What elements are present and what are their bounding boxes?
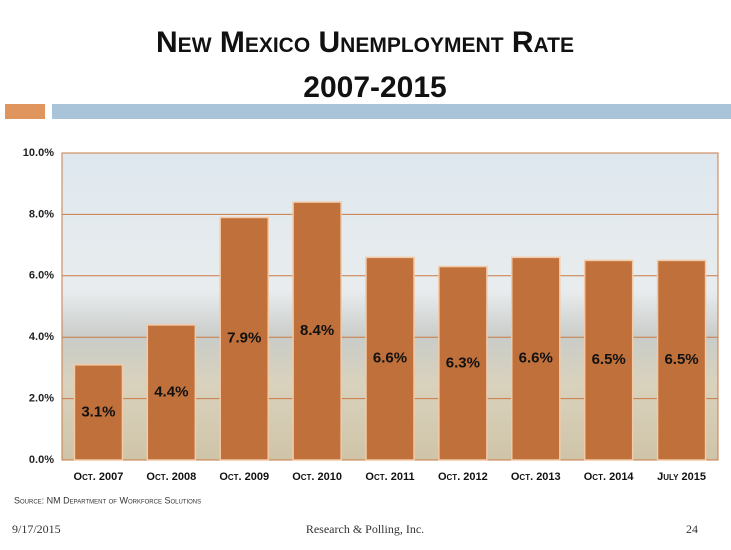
bar — [583, 259, 634, 461]
data-label: 8.4% — [300, 322, 334, 339]
x-tick-label: Oct. 2009 — [219, 471, 269, 483]
x-tick-label: July 2015 — [657, 471, 706, 483]
bar — [438, 265, 488, 461]
footer-page: 24 — [686, 522, 698, 536]
accent-bar — [5, 104, 45, 119]
x-tick-label: Oct. 2011 — [365, 471, 414, 483]
chart-subtitle: 2007-2015 — [303, 71, 446, 104]
bar — [219, 216, 269, 461]
data-label: 6.6% — [373, 350, 407, 367]
accent-bar — [52, 104, 731, 119]
data-label: 6.5% — [664, 351, 698, 368]
x-tick-label: Oct. 2010 — [292, 471, 342, 483]
y-tick-label: 6.0% — [29, 270, 54, 282]
x-tick-label: Oct. 2012 — [438, 471, 488, 483]
source-note: Source: NM Department of Workforce Solut… — [14, 495, 201, 505]
data-label: 7.9% — [227, 330, 261, 347]
footer-organization: Research & Polling, Inc. — [306, 522, 424, 536]
x-tick-label: Oct. 2014 — [584, 471, 635, 483]
y-tick-label: 2.0% — [29, 393, 54, 405]
bar — [511, 256, 561, 461]
chart-title: New Mexico Unemployment Rate — [156, 26, 574, 59]
data-label: 6.5% — [592, 351, 626, 368]
bar — [656, 259, 707, 461]
y-tick-label: 10.0% — [23, 147, 54, 159]
data-label: 3.1% — [81, 403, 115, 420]
y-tick-label: 4.0% — [29, 331, 54, 343]
x-tick-label: Oct. 2008 — [146, 471, 196, 483]
bar — [73, 364, 124, 461]
bar — [146, 324, 197, 461]
bar — [365, 256, 415, 461]
y-tick-label: 8.0% — [29, 208, 54, 220]
data-label: 6.3% — [446, 354, 480, 371]
y-tick-label: 0.0% — [29, 454, 54, 466]
data-label: 4.4% — [154, 383, 188, 400]
bar — [292, 201, 342, 461]
x-tick-label: Oct. 2013 — [511, 471, 561, 483]
x-tick-label: Oct. 2007 — [74, 471, 124, 483]
data-label: 6.6% — [519, 350, 553, 367]
footer-date: 9/17/2015 — [12, 522, 61, 536]
